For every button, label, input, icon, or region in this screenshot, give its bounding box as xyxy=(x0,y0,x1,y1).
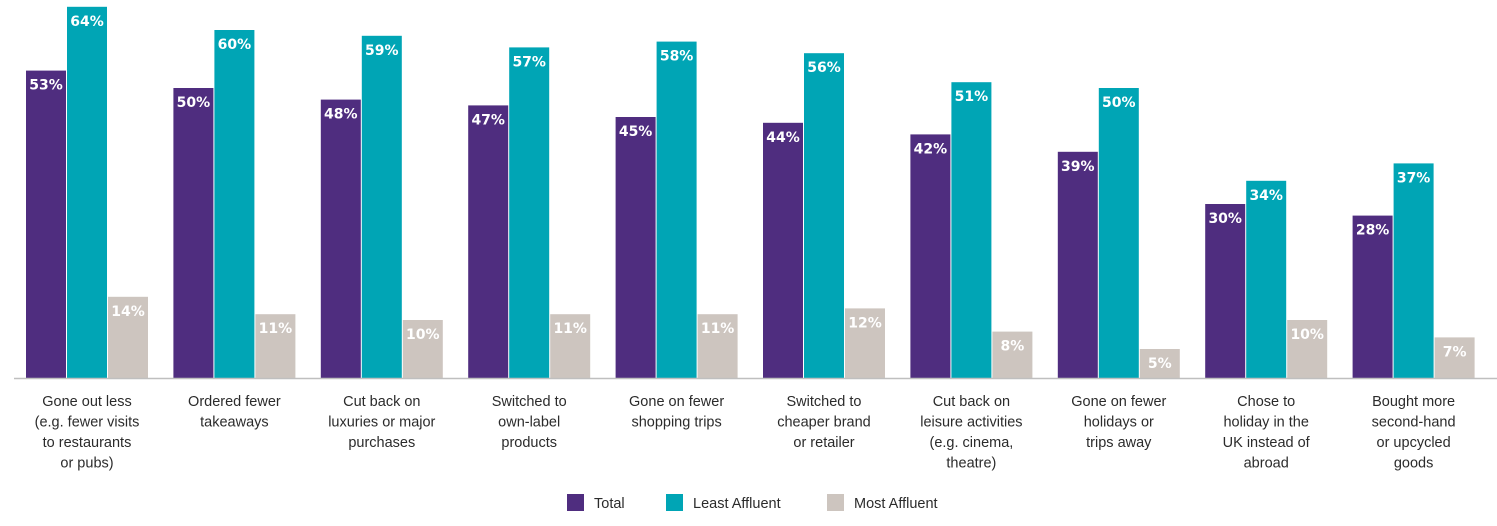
bar-least-affluent-6 xyxy=(804,53,844,378)
bar-total-8 xyxy=(1057,151,1098,378)
bar-most-affluent-6 xyxy=(845,308,885,378)
data-label-most-affluent-9: 10% xyxy=(1290,327,1324,343)
bar-least-affluent-2 xyxy=(214,30,255,378)
legend: Total Least Affluent Most Affluent xyxy=(567,494,938,512)
category-label-9: Chose to holiday in the UK instead of abroa… xyxy=(1223,394,1311,472)
data-label-most-affluent-3: 10% xyxy=(406,327,440,343)
bars-layer: 53% 64% 14% 50% 60% 11% 48% 59% 10% 47% 57% 11% 45% 5… xyxy=(26,6,1475,379)
bar-most-affluent-10 xyxy=(1434,337,1475,378)
data-label-most-affluent-5: 11% xyxy=(701,321,735,337)
data-label-most-affluent-2: 11% xyxy=(259,321,293,337)
bar-total-1 xyxy=(26,70,66,378)
category-label-6: Switched to cheaper brand or retailer xyxy=(777,394,871,451)
data-label-total-7: 42% xyxy=(914,141,948,157)
bar-least-affluent-4 xyxy=(509,47,550,379)
category-label-8: Gone on fewer holidays or trips away xyxy=(1071,394,1166,451)
data-label-total-4: 47% xyxy=(471,112,505,128)
category-label-7: Cut back on leisure activities (e.g. cinem… xyxy=(920,394,1022,472)
bar-most-affluent-9 xyxy=(1287,320,1328,378)
category-label-3: Cut back on luxuries or major purchases xyxy=(328,394,435,451)
bar-total-5 xyxy=(615,117,656,378)
data-label-least-affluent-5: 58% xyxy=(660,49,694,65)
legend-label-least-affluent: Least Affluent xyxy=(693,496,781,512)
legend-label-most-affluent: Most Affluent xyxy=(854,496,938,512)
bar-total-3 xyxy=(320,99,361,378)
category-label-2: Ordered fewer takeaways xyxy=(188,394,281,431)
bar-most-affluent-7 xyxy=(992,331,1033,378)
data-label-most-affluent-6: 12% xyxy=(848,315,882,331)
category-label-1: Gone out less (e.g. fewer visits to restau… xyxy=(35,394,140,472)
data-label-most-affluent-8: 5% xyxy=(1148,356,1172,372)
data-label-least-affluent-9: 34% xyxy=(1249,188,1283,204)
bar-most-affluent-3 xyxy=(402,320,443,378)
data-label-least-affluent-10: 37% xyxy=(1397,170,1431,186)
data-label-least-affluent-7: 51% xyxy=(955,89,989,105)
data-label-least-affluent-6: 56% xyxy=(807,60,841,76)
bar-most-affluent-4 xyxy=(550,314,591,378)
data-label-most-affluent-1: 14% xyxy=(111,304,145,320)
data-label-most-affluent-7: 8% xyxy=(1001,339,1025,355)
data-label-least-affluent-3: 59% xyxy=(365,43,399,59)
legend-swatch-most-affluent xyxy=(827,494,844,511)
data-label-total-2: 50% xyxy=(177,95,211,111)
data-label-least-affluent-8: 50% xyxy=(1102,95,1136,111)
data-label-least-affluent-2: 60% xyxy=(218,37,252,53)
data-label-most-affluent-10: 7% xyxy=(1443,344,1467,360)
category-label-10: Bought more second-hand or upcycled goods xyxy=(1372,394,1456,472)
bar-least-affluent-1 xyxy=(67,6,107,379)
bar-least-affluent-8 xyxy=(1098,88,1139,378)
legend-label-total: Total xyxy=(594,496,625,512)
bar-least-affluent-5 xyxy=(656,41,697,378)
bar-most-affluent-2 xyxy=(255,314,296,378)
bar-total-9 xyxy=(1205,204,1246,378)
bar-total-6 xyxy=(763,122,803,378)
bar-total-4 xyxy=(468,105,509,379)
data-label-total-5: 45% xyxy=(619,124,653,140)
data-label-least-affluent-1: 64% xyxy=(70,14,104,30)
bar-least-affluent-9 xyxy=(1246,180,1287,378)
data-label-least-affluent-4: 57% xyxy=(512,54,546,70)
bar-total-10 xyxy=(1352,215,1393,378)
category-labels: Gone out less (e.g. fewer visits to restau… xyxy=(35,394,1456,472)
bar-most-affluent-8 xyxy=(1139,349,1180,378)
category-label-5: Gone on fewer shopping trips xyxy=(629,394,724,431)
data-label-total-6: 44% xyxy=(766,130,800,146)
legend-swatch-total xyxy=(567,494,584,511)
legend-swatch-least-affluent xyxy=(666,494,683,511)
bar-total-7 xyxy=(910,134,951,378)
category-label-4: Switched to own-label products xyxy=(492,394,567,451)
data-label-total-9: 30% xyxy=(1208,211,1242,227)
bar-total-2 xyxy=(173,88,214,378)
data-label-total-10: 28% xyxy=(1356,223,1390,239)
data-label-total-8: 39% xyxy=(1061,159,1095,175)
bar-most-affluent-1 xyxy=(108,296,148,378)
bar-least-affluent-7 xyxy=(951,82,992,378)
data-label-total-3: 48% xyxy=(324,107,358,123)
bar-least-affluent-10 xyxy=(1393,163,1434,378)
bar-most-affluent-5 xyxy=(697,314,738,378)
bar-least-affluent-3 xyxy=(361,35,402,379)
data-label-most-affluent-4: 11% xyxy=(553,321,587,337)
data-label-total-1: 53% xyxy=(29,78,63,94)
